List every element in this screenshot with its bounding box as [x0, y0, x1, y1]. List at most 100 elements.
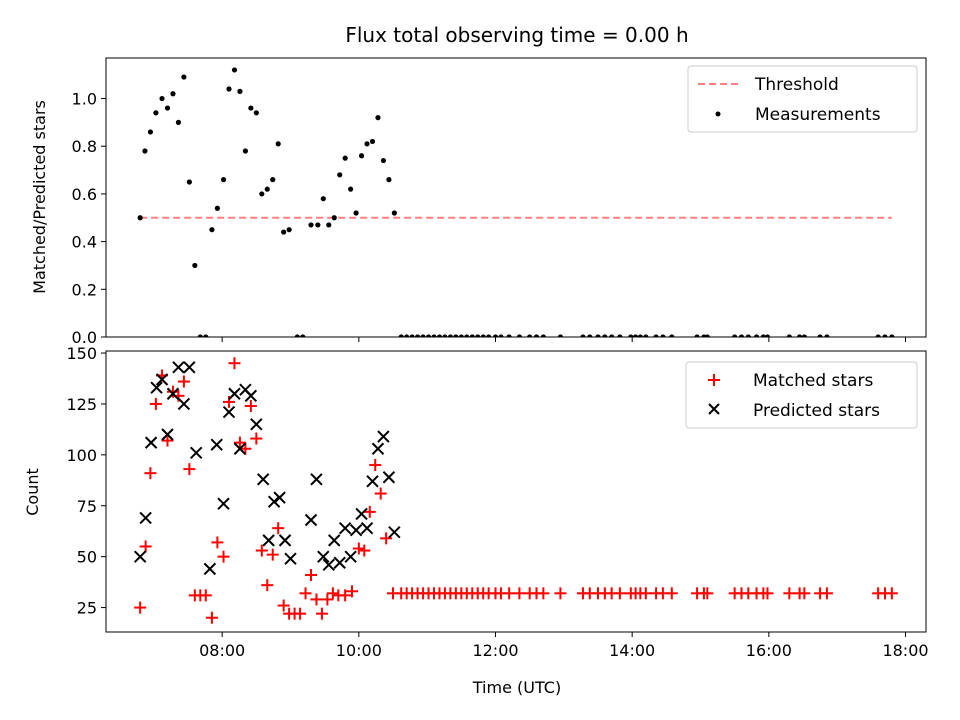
measurement-point [882, 334, 888, 337]
matched-star-point [380, 532, 393, 545]
matched-star-point [363, 505, 376, 518]
matched-star-point [613, 587, 626, 600]
measurement-point [516, 334, 523, 337]
predicted-star-stroke-b [189, 446, 203, 460]
measurement-point [817, 334, 823, 337]
matched-star-point [761, 587, 774, 600]
measurement-point [557, 334, 564, 337]
measurement-point [458, 334, 464, 337]
measurement-point [660, 334, 666, 337]
x-tick-label: 10:00 [336, 641, 382, 660]
measurement-point [587, 334, 593, 337]
measurement-point [801, 334, 807, 337]
predicted-star-point [210, 438, 223, 451]
measurement-point [142, 148, 148, 154]
matched-star-point [217, 550, 230, 563]
predicted-star-stroke-b [222, 405, 236, 419]
predicted-star-stroke-b [366, 475, 379, 488]
predicted-star-stroke-b [338, 521, 352, 535]
measurement-point [253, 110, 259, 116]
predicted-star-point [144, 436, 158, 449]
measurement-point [824, 334, 830, 337]
measurement-point [533, 334, 540, 337]
measurement-point [453, 334, 459, 337]
matched-star-point [244, 399, 257, 412]
matched-star-point [358, 544, 371, 557]
measurement-point [137, 215, 143, 221]
matched-star-point [321, 593, 334, 606]
matched-star-point [139, 540, 152, 553]
measurement-point [643, 334, 649, 337]
matched-star-point [199, 589, 212, 602]
predicted-star-point [250, 418, 263, 431]
matched-star-point [205, 611, 218, 624]
predicted-star-stroke-b [284, 552, 297, 565]
predicted-star-stroke-b [217, 497, 230, 510]
predicted-star-stroke-b [382, 471, 396, 484]
measurement-point [632, 334, 639, 337]
bottom-ytick-label: 100 [66, 446, 97, 465]
matched-star-point [701, 587, 714, 600]
measurement-point [326, 222, 332, 228]
measurement-point [447, 334, 453, 337]
measurement-point [527, 334, 533, 337]
measurement-point [170, 91, 176, 97]
top-ytick-label: 0.2 [72, 280, 97, 299]
predicted-star-stroke-b [133, 550, 147, 563]
measurement-point [540, 334, 546, 337]
predicted-star-stroke-b [155, 373, 169, 386]
matched-star-point [183, 463, 196, 476]
measurement-point [231, 67, 238, 73]
measurement-point [486, 334, 492, 337]
matched-star-point [639, 587, 652, 600]
predicted-star-point [217, 497, 230, 510]
predicted-star-point [344, 550, 357, 563]
measurement-point [248, 105, 254, 111]
matched-star-point [503, 587, 516, 600]
measurement-point [425, 334, 432, 337]
measurement-point [337, 172, 343, 178]
matched-star-point [820, 587, 833, 600]
measurement-point [259, 191, 265, 197]
predicted-star-stroke-b [317, 550, 330, 563]
measurement-point [153, 110, 159, 116]
matched-star-point [537, 587, 550, 600]
predicted-star-stroke-b [177, 397, 191, 411]
top-ytick-label: 0.8 [72, 137, 97, 156]
bottom-ytick-label: 25 [77, 599, 97, 618]
top-ytick-label: 0.0 [72, 328, 97, 347]
predicted-star-point [322, 558, 335, 572]
measurement-point [380, 157, 387, 164]
measurement-point [464, 334, 470, 337]
measurement-point [264, 186, 270, 192]
predicted-star-stroke-b [355, 507, 368, 521]
matched-star-point [352, 542, 365, 555]
predicted-star-point [172, 361, 185, 374]
predicted-star-point [155, 373, 169, 386]
predicted-star-point [133, 550, 147, 563]
bottom-legend-box [685, 361, 918, 429]
predicted-star-stroke-b [360, 521, 374, 535]
measurement-point [164, 105, 171, 111]
measurement-point [186, 179, 192, 185]
predicted-star-point [338, 521, 352, 535]
x-tick-label: 14:00 [609, 641, 655, 660]
matched-star-point [228, 357, 241, 370]
measurement-point [159, 95, 165, 102]
measurement-point [732, 334, 738, 337]
predicted-star-stroke-b [333, 556, 346, 569]
measurement-point [653, 334, 659, 337]
predicted-star-point [166, 387, 180, 400]
bottom-ytick-label: 50 [77, 548, 97, 567]
measurement-point [764, 334, 771, 337]
predicted-star-stroke-b [210, 438, 223, 451]
matched-star-point [346, 585, 358, 598]
matched-star-point [149, 397, 162, 410]
matched-star-point [233, 436, 246, 449]
measurements-legend-marker [715, 111, 721, 117]
predicted-star-point [244, 389, 258, 403]
measurement-point [358, 153, 365, 159]
bottom-axes-frame [105, 350, 927, 633]
top-axes-frame [105, 57, 927, 338]
